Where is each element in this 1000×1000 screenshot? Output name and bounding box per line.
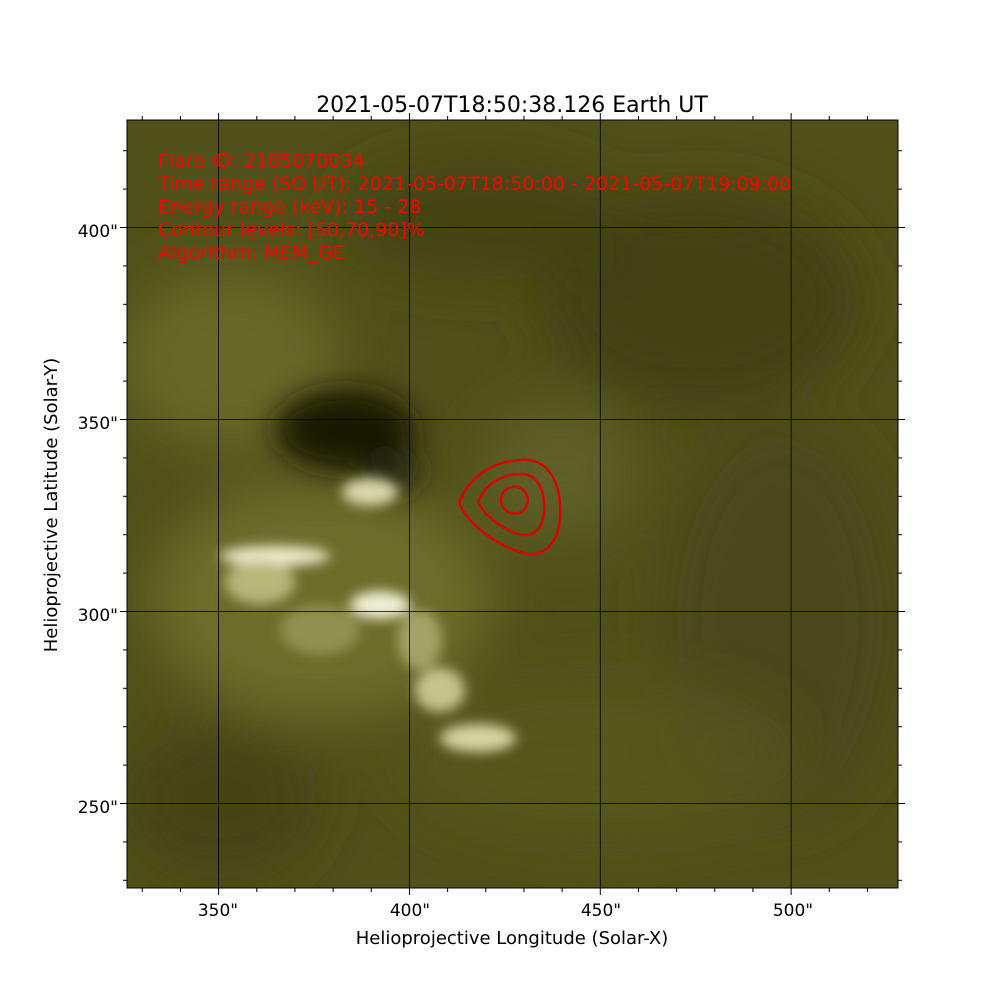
x-tick-label: 400" <box>390 901 430 921</box>
annotation-energy-range: Energy range (keV): 15 - 28 <box>158 196 421 218</box>
annotation-algorithm: Algorithm: MEM_GE <box>158 242 345 264</box>
contour-level-70 <box>477 472 546 537</box>
x-tick-label: 450" <box>581 901 621 921</box>
plot-frame <box>126 119 899 889</box>
chart-title: 2021-05-07T18:50:38.126 Earth UT <box>316 93 708 118</box>
x-tick-label: 350" <box>198 901 238 921</box>
y-axis-label: Helioprojective Latitude (Solar-Y) <box>41 358 62 652</box>
annotation-time-range: Time range (SO UT): 2021-05-07T18:50:00 … <box>157 173 791 195</box>
x-axis-label: Helioprojective Longitude (Solar-X) <box>356 928 669 949</box>
x-tick-labels: 350" 400" 450" 500" <box>198 901 813 921</box>
axis-ticks <box>120 113 905 895</box>
annotation-contour-levels: Contour levels: [50,70,90]% <box>158 219 425 241</box>
x-tick-label: 500" <box>773 901 813 921</box>
contour-level-50 <box>457 458 562 556</box>
y-tick-label: 350" <box>78 414 118 434</box>
contour-level-90 <box>499 485 529 515</box>
annotation-block: Flare ID: 2105070034 Time range (SO UT):… <box>157 150 791 264</box>
y-tick-labels: 250" 300" 350" 400" <box>78 222 118 818</box>
y-tick-label: 300" <box>78 606 118 626</box>
y-tick-label: 400" <box>78 222 118 242</box>
grid-lines <box>127 120 898 888</box>
y-tick-label: 250" <box>78 798 118 818</box>
contour-group <box>457 458 562 556</box>
solar-image <box>127 120 898 888</box>
annotation-flare-id: Flare ID: 2105070034 <box>158 150 365 172</box>
